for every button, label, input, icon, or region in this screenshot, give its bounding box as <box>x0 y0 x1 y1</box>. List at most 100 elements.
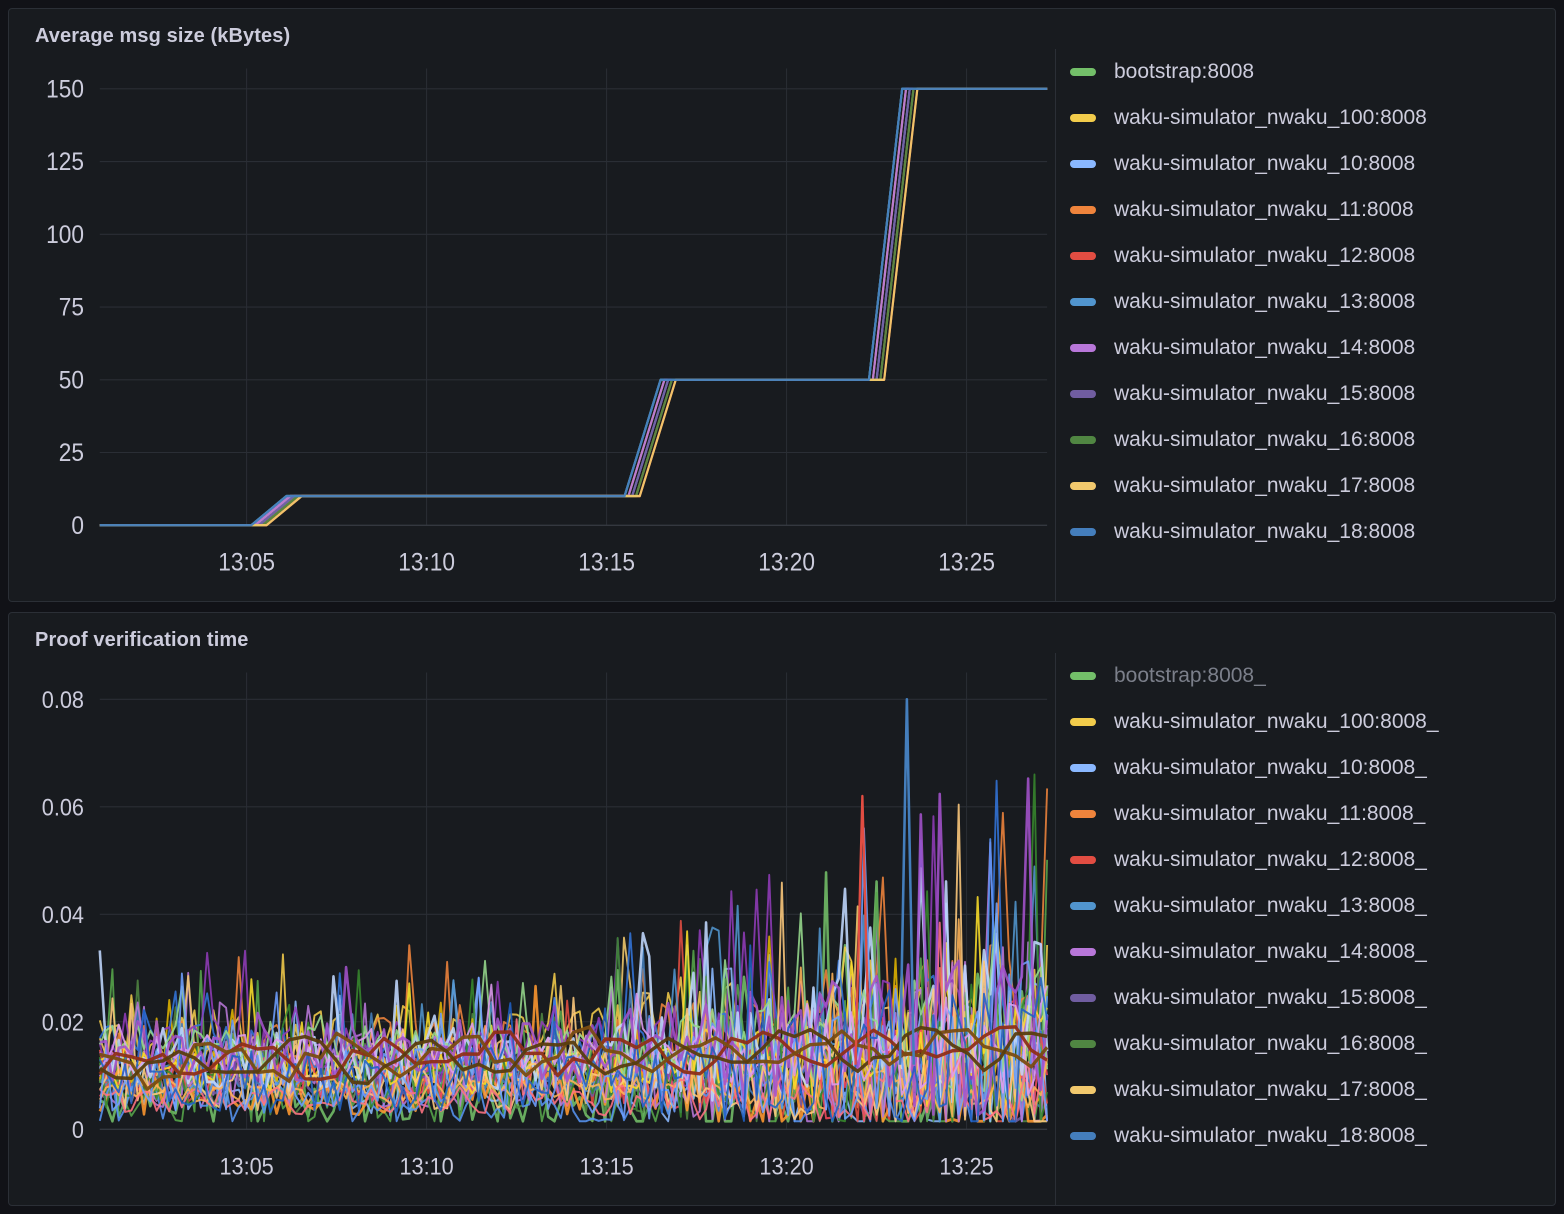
legend-item[interactable]: waku-simulator_nwaku_18:8008_ <box>1070 1113 1555 1159</box>
svg-text:13:15: 13:15 <box>578 549 635 577</box>
legend-item[interactable]: bootstrap:8008_ <box>1070 653 1555 699</box>
legend-item[interactable]: bootstrap:8008 <box>1070 49 1555 95</box>
legend-color-swatch <box>1070 856 1096 864</box>
plot-area-average-msg-size[interactable]: 0 25 50 75 100 125 150 13:05 13:10 13:15 13:20 13:… <box>9 49 1055 601</box>
legend-item[interactable]: waku-simulator_nwaku_13:8008_ <box>1070 883 1555 929</box>
panel-title: Proof verification time <box>35 629 249 651</box>
svg-text:75: 75 <box>59 294 84 322</box>
legend-item-label: waku-simulator_nwaku_12:8008_ <box>1114 848 1427 871</box>
legend-item[interactable]: waku-simulator_nwaku_12:8008_ <box>1070 837 1555 883</box>
legend-item[interactable]: waku-simulator_nwaku_12:8008 <box>1070 233 1555 279</box>
legend-color-swatch <box>1070 528 1096 536</box>
svg-text:13:25: 13:25 <box>939 1153 993 1180</box>
legend-color-swatch <box>1070 764 1096 772</box>
legend-item-label: waku-simulator_nwaku_11:8008_ <box>1114 802 1426 825</box>
legend-color-swatch <box>1070 298 1096 306</box>
svg-text:13:20: 13:20 <box>759 1153 813 1180</box>
svg-text:0.02: 0.02 <box>42 1008 84 1035</box>
legend-item[interactable]: waku-simulator_nwaku_15:8008_ <box>1070 975 1555 1021</box>
legend-item-label: waku-simulator_nwaku_17:8008_ <box>1114 1078 1427 1101</box>
legend-list: bootstrap:8008 waku-simulator_nwaku_100:8… <box>1070 49 1555 555</box>
legend-color-swatch <box>1070 672 1096 680</box>
legend-color-swatch <box>1070 482 1096 490</box>
legend-item-label: waku-simulator_nwaku_14:8008 <box>1114 336 1416 359</box>
legend-color-swatch <box>1070 718 1096 726</box>
svg-text:13:15: 13:15 <box>579 1153 633 1180</box>
legend-color-swatch <box>1070 160 1096 168</box>
legend-item-label: waku-simulator_nwaku_13:8008 <box>1114 290 1416 313</box>
svg-text:0: 0 <box>71 512 84 540</box>
legend-item[interactable]: waku-simulator_nwaku_17:8008_ <box>1070 1067 1555 1113</box>
svg-text:150: 150 <box>46 76 84 104</box>
y-axis-tick-labels: 0 0.02 0.04 0.06 0.08 <box>42 686 84 1143</box>
legend-item-label: waku-simulator_nwaku_10:8008_ <box>1114 756 1427 779</box>
svg-text:13:10: 13:10 <box>398 549 455 577</box>
legend-item[interactable]: waku-simulator_nwaku_18:8008 <box>1070 509 1555 555</box>
legend-item-label: waku-simulator_nwaku_15:8008_ <box>1114 986 1427 1009</box>
svg-text:13:05: 13:05 <box>219 1153 273 1180</box>
legend-color-swatch <box>1070 1040 1096 1048</box>
svg-text:125: 125 <box>46 148 84 176</box>
legend-item-label: bootstrap:8008_ <box>1114 664 1266 687</box>
legend-item-label: bootstrap:8008 <box>1114 60 1255 83</box>
legend-item[interactable]: waku-simulator_nwaku_100:8008_ <box>1070 699 1555 745</box>
legend-color-swatch <box>1070 344 1096 352</box>
legend-item[interactable]: waku-simulator_nwaku_10:8008_ <box>1070 745 1555 791</box>
chart-svg-proof-verification-time: 00.020.040.060.08 13:05 13:10 13:15 13:20 13… <box>42 672 1049 1180</box>
legend-item-label: waku-simulator_nwaku_100:8008 <box>1114 106 1427 129</box>
legend-item[interactable]: waku-simulator_nwaku_14:8008_ <box>1070 929 1555 975</box>
legend-item[interactable]: waku-simulator_nwaku_15:8008 <box>1070 371 1555 417</box>
legend-proof-verification-time: bootstrap:8008_ waku-simulator_nwaku_100:… <box>1055 653 1555 1205</box>
panel-average-msg-size: Average msg size (kBytes) 0 25 50 75 100 125 1… <box>8 8 1556 602</box>
plot-area-proof-verification-time[interactable]: 0 0.02 0.04 0.06 0.08 13:05 13:10 13:15 13:20 13… <box>9 653 1055 1205</box>
legend-item-label: waku-simulator_nwaku_14:8008_ <box>1114 940 1427 963</box>
legend-color-swatch <box>1070 994 1096 1002</box>
chart-series-lines <box>98 697 1049 1123</box>
legend-color-swatch <box>1070 114 1096 122</box>
legend-item-label: waku-simulator_nwaku_11:8008 <box>1114 198 1414 221</box>
chart-series-lines <box>99 87 1048 527</box>
svg-text:13:05: 13:05 <box>218 549 275 577</box>
svg-text:13:20: 13:20 <box>758 549 815 577</box>
legend-item-label: waku-simulator_nwaku_16:8008 <box>1114 428 1416 451</box>
chart-gridlines <box>99 68 1048 526</box>
legend-color-swatch <box>1070 68 1096 76</box>
legend-item[interactable]: waku-simulator_nwaku_13:8008 <box>1070 279 1555 325</box>
legend-list: bootstrap:8008_ waku-simulator_nwaku_100:… <box>1070 653 1555 1159</box>
legend-item-label: waku-simulator_nwaku_12:8008 <box>1114 244 1416 267</box>
legend-item-label: waku-simulator_nwaku_13:8008_ <box>1114 894 1427 917</box>
legend-item[interactable]: waku-simulator_nwaku_14:8008 <box>1070 325 1555 371</box>
legend-item-label: waku-simulator_nwaku_18:8008 <box>1114 520 1416 543</box>
legend-item[interactable]: waku-simulator_nwaku_17:8008 <box>1070 463 1555 509</box>
svg-text:25: 25 <box>59 439 84 467</box>
legend-item[interactable]: waku-simulator_nwaku_11:8008_ <box>1070 791 1555 837</box>
svg-text:13:10: 13:10 <box>399 1153 453 1180</box>
legend-item[interactable]: waku-simulator_nwaku_10:8008 <box>1070 141 1555 187</box>
x-axis-tick-labels: 13:05 13:10 13:15 13:20 13:25 <box>218 549 995 577</box>
legend-item-label: waku-simulator_nwaku_100:8008_ <box>1114 710 1439 733</box>
svg-text:0: 0 <box>72 1116 84 1143</box>
legend-item-label: waku-simulator_nwaku_10:8008 <box>1114 152 1416 175</box>
legend-color-swatch <box>1070 436 1096 444</box>
legend-item-label: waku-simulator_nwaku_15:8008 <box>1114 382 1416 405</box>
panel-proof-verification-time: Proof verification time 0 0.02 0.04 0.06 0.0… <box>8 612 1556 1206</box>
legend-color-swatch <box>1070 390 1096 398</box>
legend-color-swatch <box>1070 810 1096 818</box>
legend-item[interactable]: waku-simulator_nwaku_11:8008 <box>1070 187 1555 233</box>
svg-text:13:25: 13:25 <box>938 549 995 577</box>
chart-gridlines <box>99 672 1048 1130</box>
legend-item[interactable]: waku-simulator_nwaku_16:8008 <box>1070 417 1555 463</box>
legend-item[interactable]: waku-simulator_nwaku_16:8008_ <box>1070 1021 1555 1067</box>
svg-text:100: 100 <box>46 221 84 249</box>
panel-title: Average msg size (kBytes) <box>35 25 291 47</box>
svg-text:0.08: 0.08 <box>42 686 84 713</box>
legend-item[interactable]: waku-simulator_nwaku_100:8008 <box>1070 95 1555 141</box>
x-axis-tick-labels: 13:05 13:10 13:15 13:20 13:25 <box>219 1153 993 1180</box>
legend-item-label: waku-simulator_nwaku_17:8008 <box>1114 474 1416 497</box>
svg-text:50: 50 <box>59 366 84 394</box>
legend-color-swatch <box>1070 252 1096 260</box>
legend-item-label: waku-simulator_nwaku_18:8008_ <box>1114 1124 1427 1147</box>
legend-color-swatch <box>1070 902 1096 910</box>
